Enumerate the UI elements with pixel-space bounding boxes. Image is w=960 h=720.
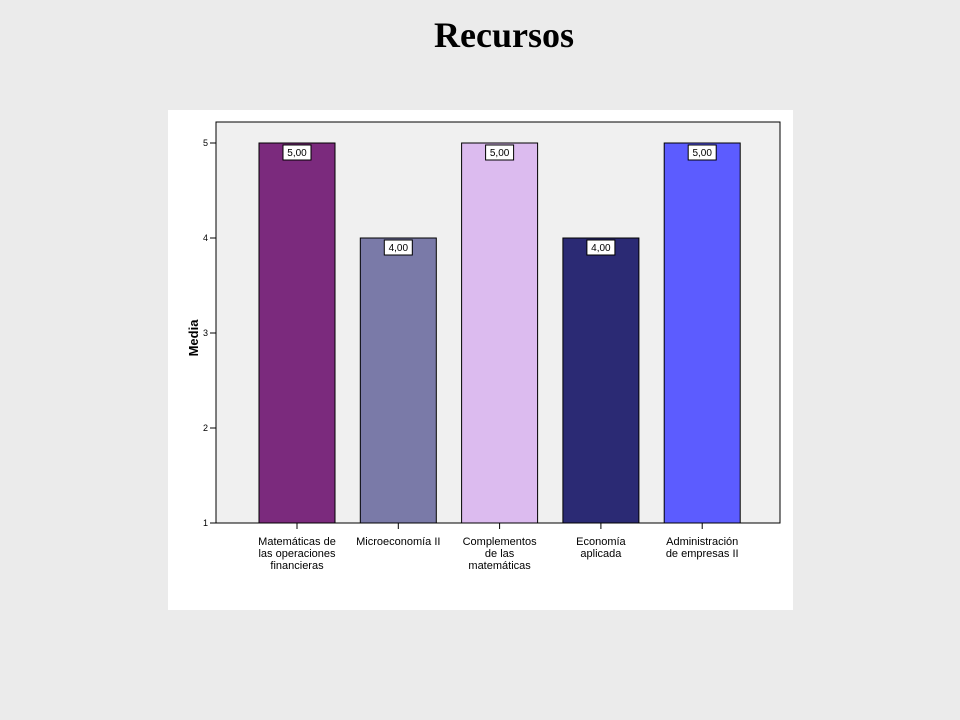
bar bbox=[359, 237, 437, 524]
data-label: 5,00 bbox=[287, 148, 307, 159]
x-tick-label: Microeconomía II bbox=[356, 536, 440, 548]
y-tick-label: 4 bbox=[203, 233, 208, 243]
y-axis: 1 2 3 4 5 bbox=[203, 138, 216, 528]
data-label-box bbox=[383, 239, 413, 256]
x-tick-label: Administración bbox=[666, 536, 738, 548]
y-tick-label: 1 bbox=[203, 518, 208, 528]
x-tick-label: de las bbox=[485, 548, 515, 560]
data-label: 5,00 bbox=[490, 148, 510, 159]
y-tick-label: 3 bbox=[203, 328, 208, 338]
bar bbox=[461, 142, 539, 524]
data-label: 5,00 bbox=[692, 148, 712, 159]
y-tick-label: 2 bbox=[203, 423, 208, 433]
data-label-box bbox=[485, 144, 515, 161]
x-tick-label: Complementos bbox=[463, 536, 537, 548]
slide-title: Recursos bbox=[434, 15, 574, 55]
data-label-box bbox=[282, 144, 312, 161]
data-label-box bbox=[687, 144, 717, 161]
x-tick-label: las operaciones bbox=[258, 548, 336, 560]
y-tick-label: 5 bbox=[203, 138, 208, 148]
x-tick-label: aplicada bbox=[580, 548, 622, 560]
bars: 5,00 4,00 5,00 4,00 5,00 bbox=[258, 142, 741, 524]
slide-title-wrap: Recursos bbox=[0, 14, 960, 56]
bar bbox=[562, 237, 640, 524]
data-label: 4,00 bbox=[389, 243, 409, 254]
bar bbox=[663, 142, 741, 524]
chart-container: 1 2 3 4 5 5,00 4,00 5,00 4,00 5,00 Matemáticas d… bbox=[168, 110, 793, 610]
x-tick-label: matemáticas bbox=[468, 560, 531, 572]
bar bbox=[258, 142, 336, 524]
data-label-box bbox=[586, 239, 616, 256]
bar-chart: 1 2 3 4 5 5,00 4,00 5,00 4,00 5,00 Matemáticas d… bbox=[186, 121, 781, 572]
x-tick-label: financieras bbox=[270, 560, 324, 572]
y-axis-label: Media bbox=[186, 319, 201, 357]
x-tick-label: de empresas II bbox=[666, 548, 739, 560]
x-tick-label: Economía bbox=[576, 536, 626, 548]
data-label: 4,00 bbox=[591, 243, 611, 254]
x-tick-label: Matemáticas de bbox=[258, 536, 336, 548]
